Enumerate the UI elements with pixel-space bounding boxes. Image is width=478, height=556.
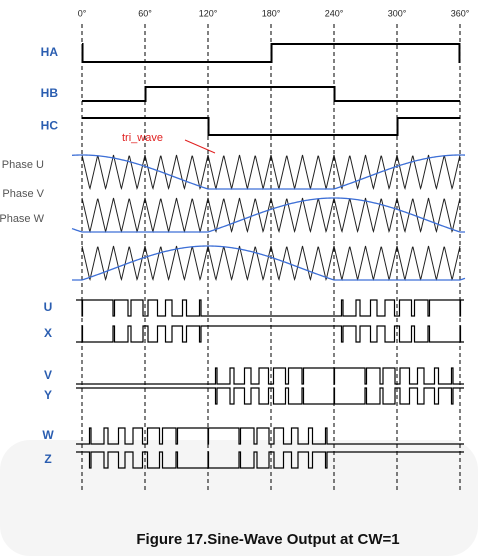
- signal-label: U: [44, 300, 53, 314]
- pwm-waveform: [76, 427, 464, 445]
- pwm-waveform: [76, 325, 464, 343]
- signal-label: HB: [41, 86, 59, 100]
- angle-label: 240°: [325, 8, 344, 18]
- signal-label: HA: [41, 45, 59, 59]
- angle-label: 360°: [451, 8, 470, 18]
- signal-label: Z: [44, 452, 51, 466]
- signal-label: V: [44, 368, 52, 382]
- phase-label: Phase U: [2, 159, 44, 171]
- angle-label: 120°: [199, 8, 218, 18]
- pwm-waveform: [76, 299, 464, 317]
- hall-waveform: [82, 86, 460, 102]
- pwm-waveform: [76, 451, 464, 469]
- phase-label: Phase V: [2, 188, 44, 200]
- triangle-wave: [81, 154, 461, 190]
- triangle-wave: [81, 197, 461, 233]
- signal-label: Y: [44, 388, 52, 402]
- signal-label: W: [42, 428, 54, 442]
- modulating-curve: [72, 245, 466, 281]
- signal-label: HC: [41, 119, 59, 133]
- angle-label: 0°: [78, 8, 87, 18]
- modulating-curve: [71, 154, 466, 190]
- modulating-curve: [71, 197, 465, 233]
- triangle-wave: [81, 245, 461, 281]
- hall-waveform: [81, 43, 461, 63]
- pwm-waveform: [76, 387, 464, 405]
- caption: Figure 17.Sine-Wave Output at CW=1: [136, 531, 399, 548]
- angle-label: 300°: [388, 8, 407, 18]
- signal-label: X: [44, 326, 52, 340]
- angle-label: 180°: [262, 8, 281, 18]
- annotation: tri_wave: [122, 132, 163, 144]
- pwm-waveform: [76, 367, 464, 385]
- hall-waveform: [82, 117, 460, 136]
- annotation-pointer: [184, 139, 216, 154]
- angle-label: 60°: [138, 8, 152, 18]
- phase-label: Phase W: [0, 213, 45, 225]
- background-band: [0, 440, 478, 556]
